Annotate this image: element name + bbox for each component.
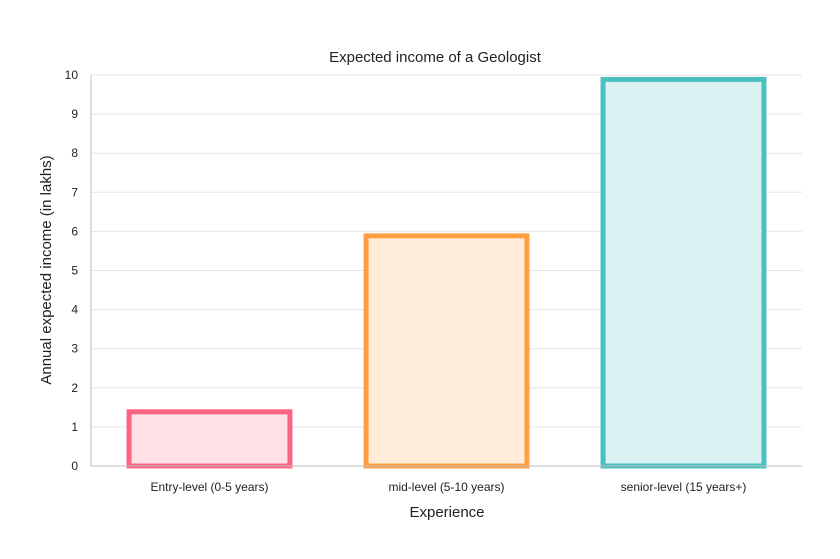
y-tick-label: 4 (71, 303, 78, 317)
y-tick-label: 6 (71, 224, 78, 238)
y-tick-label: 10 (65, 68, 79, 82)
x-tick-label: mid-level (5-10 years) (388, 480, 504, 494)
bar (126, 409, 293, 469)
x-tick-label: Entry-level (0-5 years) (150, 480, 268, 494)
y-tick-label: 2 (71, 381, 78, 395)
x-tick-label: senior-level (15 years+) (621, 480, 747, 494)
y-tick-label: 5 (71, 264, 78, 278)
x-axis-title: Experience (409, 504, 484, 521)
y-tick-label: 0 (71, 459, 78, 473)
y-tick-label: 3 (71, 342, 78, 356)
y-tick-labels: 0 1 2 3 4 5 6 7 8 9 10 (65, 68, 79, 473)
y-tick-label: 9 (71, 107, 78, 121)
bar (600, 76, 767, 469)
x-tick-labels: Entry-level (0-5 years) mid-level (5-10 y… (150, 480, 746, 494)
bars (126, 76, 767, 469)
y-tick-label: 8 (71, 146, 78, 160)
bar (363, 233, 530, 469)
y-tick-label: 1 (71, 420, 78, 434)
y-axis-title: Annual expected income (in lakhs) (38, 155, 55, 384)
y-tick-label: 7 (71, 185, 78, 199)
chart-title: Expected income of a Geologist (329, 49, 542, 66)
